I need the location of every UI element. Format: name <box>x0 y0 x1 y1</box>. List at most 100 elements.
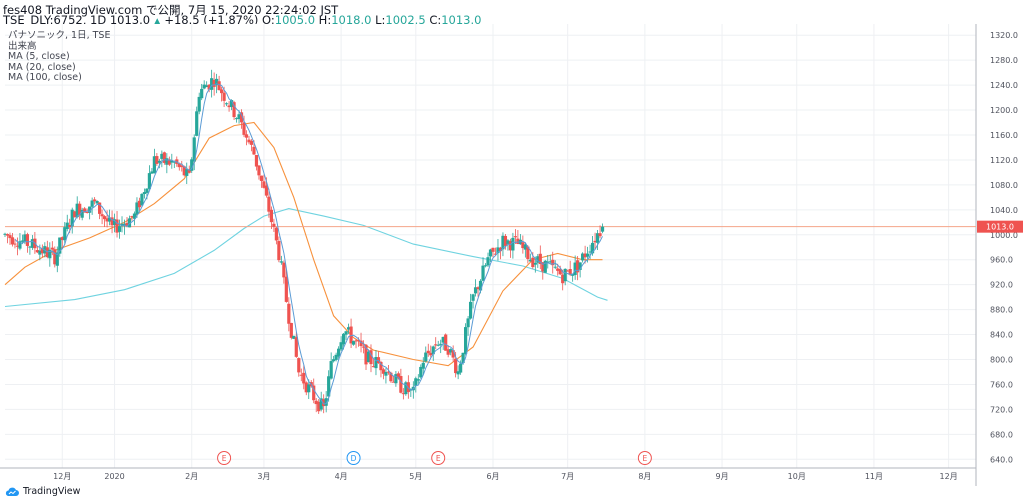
earnings-marker[interactable] <box>637 451 652 465</box>
candle-body <box>249 140 254 145</box>
candle-body <box>322 399 326 407</box>
candle-body <box>18 241 22 249</box>
high-value: 1018.0 <box>331 13 372 27</box>
price-chart[interactable]: 1320.0 1280.0 1240.0 1200.0 1160.0 1120.0 1080… <box>0 24 1024 486</box>
candle-body <box>107 217 112 222</box>
candle-body <box>421 362 425 369</box>
candle-body <box>170 160 174 163</box>
x-tick-label: 10月 <box>788 472 806 481</box>
candle-body <box>135 202 139 215</box>
candle-body <box>501 235 505 250</box>
up-arrow-icon: ▲ <box>153 17 161 27</box>
candle-body <box>486 257 490 266</box>
candle-body <box>454 358 458 374</box>
candle-body <box>588 251 592 253</box>
candle-body <box>516 238 520 244</box>
x-tick-label: 4月 <box>335 472 348 481</box>
x-tick-label: 11月 <box>865 472 883 481</box>
earnings-marker[interactable] <box>217 451 232 465</box>
x-tick-label: 6月 <box>486 472 499 481</box>
candle-body <box>379 361 383 371</box>
candle-body <box>197 96 201 112</box>
candle-body <box>38 250 42 255</box>
x-tick-label: 7月 <box>561 472 574 481</box>
candle-body <box>356 340 361 342</box>
x-tick-label: 12月 <box>53 472 71 481</box>
candle-body <box>346 327 351 330</box>
candle-body <box>446 349 450 355</box>
candle-body <box>476 287 480 290</box>
candle-body <box>414 378 418 386</box>
candle-body <box>314 400 318 405</box>
candle-body <box>222 92 226 101</box>
x-tick-label: 2020 <box>104 472 124 481</box>
candle-body <box>215 78 219 86</box>
legend-ma5[interactable]: MA (5, close) <box>8 51 70 63</box>
candle-body <box>217 81 221 91</box>
candle-body <box>100 214 104 217</box>
y-tick-label: 1000.0 <box>990 231 1018 240</box>
candle-body <box>152 156 156 174</box>
candle-body <box>192 137 196 162</box>
candle-body <box>404 382 408 395</box>
candle-body <box>20 240 25 242</box>
candle-body <box>483 265 488 267</box>
candle-body <box>551 259 555 266</box>
candle-body <box>125 222 129 226</box>
indicator-legend: パナソニック, 1日, TSE 出来高 MA (5, close) MA (20… <box>8 30 111 84</box>
tradingview-logo[interactable]: TradingView <box>4 486 80 497</box>
candle-body <box>127 218 132 228</box>
candle-body <box>468 301 473 319</box>
candle-body <box>23 234 27 243</box>
candle-body <box>307 384 311 393</box>
candle-body <box>563 268 567 282</box>
candle-body <box>451 350 455 358</box>
y-tick-label: 960.0 <box>990 256 1013 265</box>
chart-background <box>0 24 1024 486</box>
candle-body <box>374 357 378 369</box>
candle-body <box>396 373 400 379</box>
last-price-tag <box>977 220 1023 233</box>
candle-body <box>528 259 532 262</box>
x-tick-label: 2月 <box>185 472 198 481</box>
legend-ma20[interactable]: MA (20, close) <box>8 61 76 73</box>
x-tick-label: 9月 <box>715 472 728 481</box>
candle-body <box>73 211 77 218</box>
candle-body <box>28 246 32 248</box>
candle-body <box>576 260 580 273</box>
ohlc-line: TSE_DLY:6752, 1D 1013.0 ▲ +18.5 (+1.87%)… <box>3 13 481 27</box>
candle-body <box>481 265 485 281</box>
candle-body <box>30 239 34 248</box>
candle-body <box>556 268 560 271</box>
candle-body <box>399 376 403 393</box>
candle-body <box>566 270 570 272</box>
candle-body <box>568 269 572 275</box>
legend-ma100[interactable]: MA (100, close) <box>8 72 82 84</box>
x-tick-label: 8月 <box>638 472 651 481</box>
candle-body <box>498 247 503 252</box>
candle-body <box>83 208 87 213</box>
candle-body <box>496 247 500 254</box>
candle-body <box>503 235 508 246</box>
legend-volume[interactable]: 出来高 <box>8 40 37 52</box>
candle-body <box>210 78 214 90</box>
candle-body <box>35 250 39 253</box>
candle-body <box>88 206 92 213</box>
candle-body <box>50 247 54 250</box>
candle-body <box>541 262 545 272</box>
candle-body <box>259 175 264 181</box>
candle-body <box>371 366 376 368</box>
candle-body <box>5 234 10 236</box>
candle-body <box>571 273 575 276</box>
candle-body <box>167 159 171 165</box>
legend-symbol[interactable]: パナソニック, 1日, TSE <box>8 30 111 41</box>
candle-body <box>337 348 341 357</box>
earnings-marker[interactable] <box>431 451 446 465</box>
candle-body <box>155 156 159 164</box>
candle-body <box>239 112 244 123</box>
candle-body <box>165 158 169 165</box>
candle-body <box>394 374 398 384</box>
candle-body <box>145 188 149 193</box>
candle-body <box>391 381 395 383</box>
dividend-marker[interactable] <box>346 451 361 465</box>
